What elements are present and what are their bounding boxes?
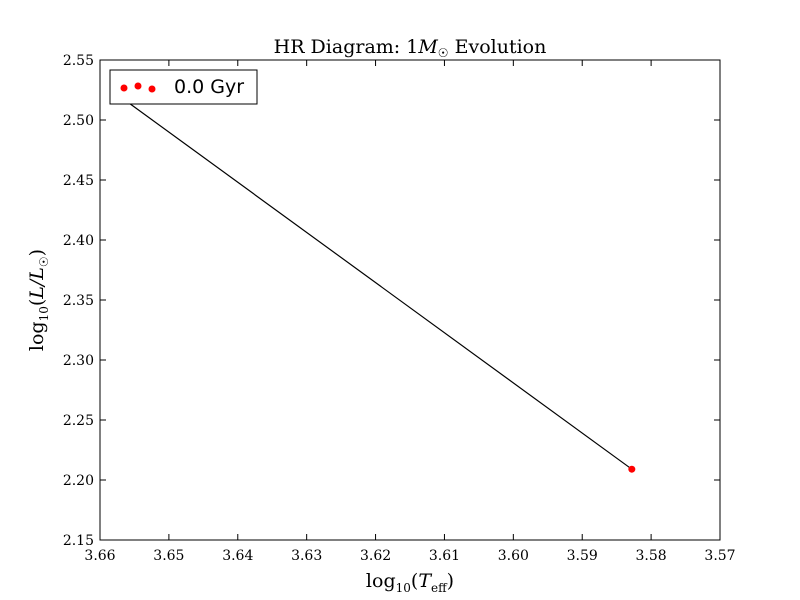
x-tick-label: 3.64 xyxy=(222,548,253,564)
y-tick-label: 2.55 xyxy=(63,53,94,69)
legend-box xyxy=(109,69,258,105)
legend-label: 0.0 Gyr xyxy=(174,76,244,98)
x-tick-label: 3.63 xyxy=(291,548,322,564)
plot-area xyxy=(100,60,720,540)
x-axis-ticks: 3.66 3.65 3.64 3.63 3.62 3.61 3.60 3.59 3.58 3.57 xyxy=(84,60,736,564)
legend-marker xyxy=(120,84,128,92)
legend-marker xyxy=(134,82,142,90)
x-tick-label: 3.62 xyxy=(360,548,391,564)
series-layer xyxy=(127,101,636,473)
y-tick-label: 2.25 xyxy=(63,413,94,429)
x-tick-label: 3.59 xyxy=(567,548,598,564)
y-tick-label: 2.15 xyxy=(63,533,94,549)
x-tick-label: 3.66 xyxy=(84,548,115,564)
y-tick-label: 2.45 xyxy=(63,173,94,189)
x-tick-label: 3.65 xyxy=(153,548,184,564)
data-point xyxy=(628,465,636,473)
y-tick-label: 2.20 xyxy=(63,473,94,489)
legend-marker xyxy=(148,85,156,93)
chart-title: HR Diagram: 1M☉ Evolution xyxy=(274,36,547,60)
y-tick-label: 2.30 xyxy=(63,353,94,369)
series-line-track xyxy=(127,101,633,470)
y-tick-label: 2.50 xyxy=(63,113,94,129)
y-axis-ticks: 2.15 2.20 2.25 2.30 2.35 2.40 2.45 2.50 2.55 xyxy=(63,53,720,549)
y-axis-label: log10(L/L☉) xyxy=(26,249,51,351)
x-tick-label: 3.60 xyxy=(498,548,529,564)
x-tick-label: 3.57 xyxy=(704,548,735,564)
x-tick-label: 3.58 xyxy=(636,548,667,564)
legend: 0.0 Gyr xyxy=(109,69,258,105)
x-axis-label: log10(Teff) xyxy=(366,570,454,595)
y-tick-label: 2.40 xyxy=(63,233,94,249)
x-tick-label: 3.61 xyxy=(429,548,460,564)
y-tick-label: 2.35 xyxy=(63,293,94,309)
